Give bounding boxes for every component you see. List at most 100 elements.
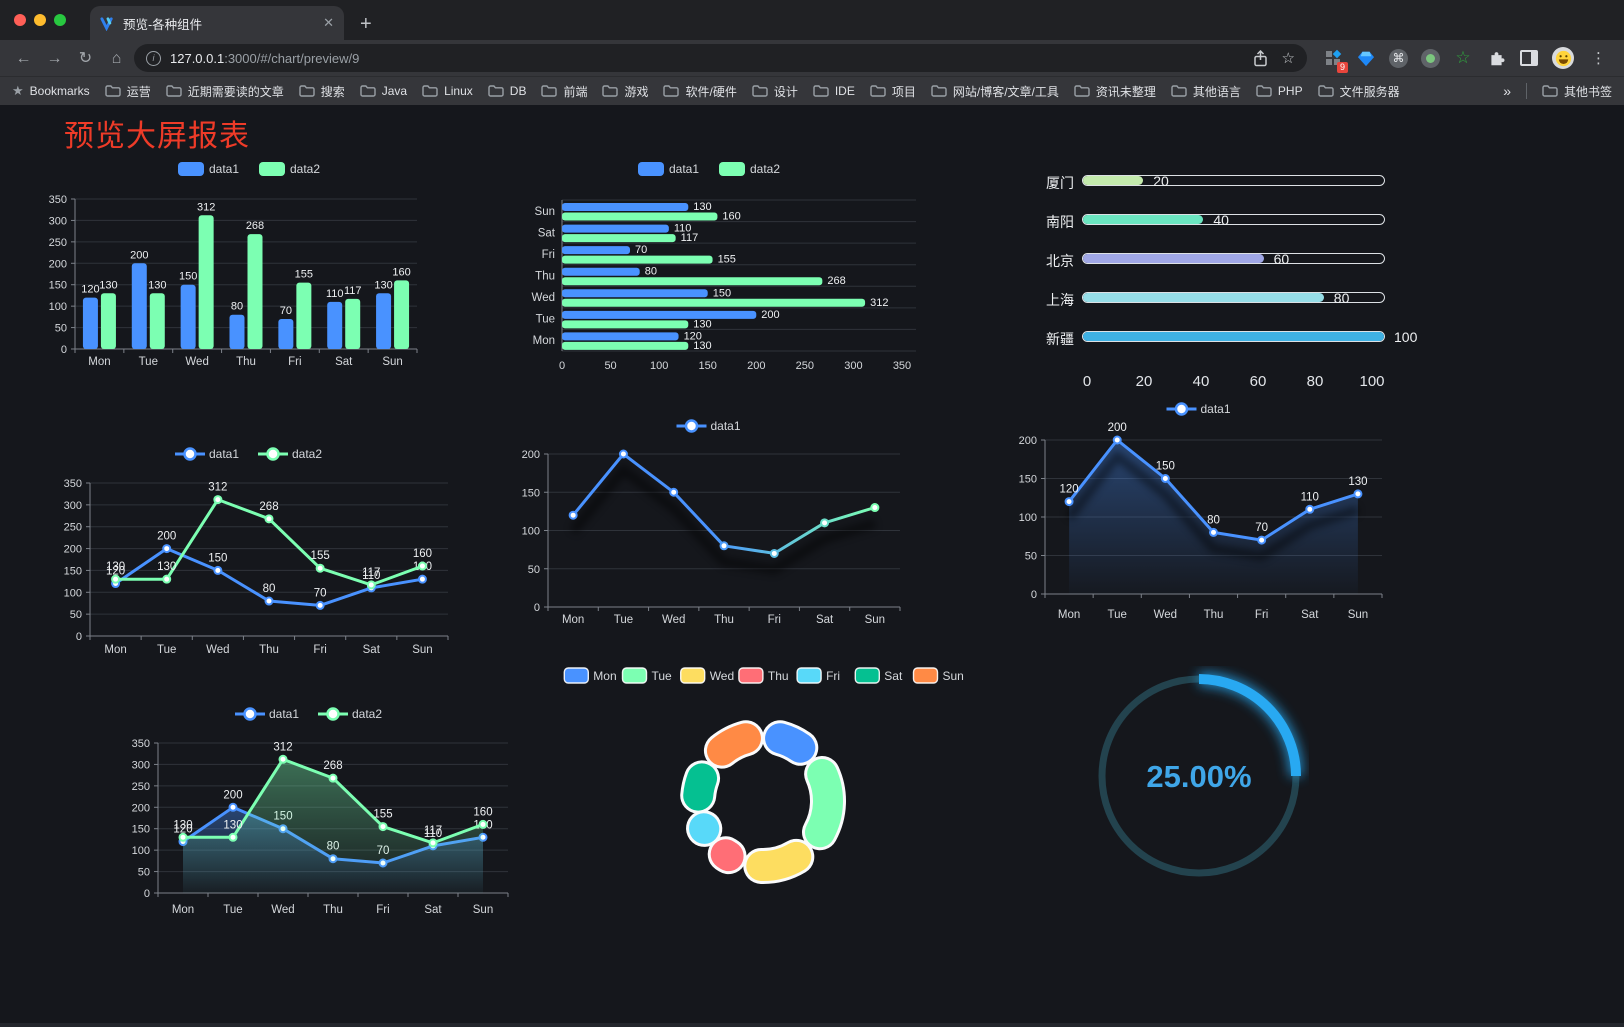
svg-text:Sat: Sat — [884, 669, 903, 683]
legend-item[interactable]: Wed — [679, 667, 734, 684]
svg-text:0: 0 — [534, 602, 540, 614]
svg-text:Thu: Thu — [236, 356, 256, 368]
bookmark-folder[interactable]: 软件/硬件 — [663, 83, 737, 100]
other-bookmarks-folder[interactable]: 其他书签 — [1542, 83, 1612, 100]
svg-text:130: 130 — [693, 201, 711, 213]
folder-icon — [541, 85, 558, 97]
legend-item[interactable]: data1 — [676, 419, 741, 433]
svg-text:Sun: Sun — [473, 904, 493, 916]
bookmark-folder[interactable]: 运营 — [104, 83, 151, 100]
bookmark-folder[interactable]: 游戏 — [602, 83, 648, 100]
legend-item[interactable]: Mon — [563, 667, 617, 684]
extension-gem-icon[interactable] — [1356, 48, 1376, 68]
bookmark-folder[interactable]: 文件服务器 — [1317, 83, 1400, 100]
minimize-window-button[interactable] — [34, 14, 46, 26]
svg-text:300: 300 — [844, 360, 862, 372]
browser-menu-icon[interactable]: ⋮ — [1591, 50, 1606, 67]
legend-item[interactable]: data2 — [318, 707, 382, 721]
legend-item[interactable]: data1 — [178, 162, 239, 176]
forward-icon[interactable]: → — [46, 49, 63, 67]
bookmark-folder[interactable]: 项目 — [870, 83, 916, 100]
svg-text:Fri: Fri — [768, 614, 781, 626]
legend-item[interactable]: Sun — [912, 667, 964, 684]
legend-item[interactable]: data1 — [638, 162, 699, 176]
bookmark-folder[interactable]: 资讯未整理 — [1074, 83, 1156, 100]
legend-item[interactable]: Tue — [621, 667, 673, 684]
site-info-icon[interactable]: i — [146, 50, 161, 66]
legend-item[interactable]: Thu — [738, 667, 789, 684]
home-icon[interactable]: ⌂ — [111, 49, 122, 67]
gauge-value: 25.00% — [1146, 759, 1251, 794]
side-panel-icon[interactable] — [1519, 48, 1539, 68]
svg-text:data1: data1 — [669, 162, 699, 176]
svg-text:Thu: Thu — [259, 644, 279, 656]
close-window-button[interactable] — [14, 14, 26, 26]
svg-text:117: 117 — [362, 567, 380, 579]
address-bar[interactable]: i 127.0.0.1:3000/#/chart/preview/9 ☆ — [134, 44, 1307, 72]
bookmarks-folder-root[interactable]: ★ Bookmarks — [12, 83, 90, 99]
tab-favicon — [100, 16, 113, 31]
bookmark-folder[interactable]: Java — [360, 84, 407, 98]
extension-star-icon[interactable]: ☆ — [1455, 48, 1471, 67]
legend-item[interactable]: data1 — [175, 447, 239, 461]
bookmark-folder[interactable]: 其他语言 — [1171, 83, 1241, 100]
legend-item[interactable]: Fri — [796, 667, 840, 684]
svg-text:Mon: Mon — [533, 335, 555, 347]
svg-text:data1: data1 — [209, 447, 239, 461]
page-title: 预览大屏报表 — [64, 120, 250, 153]
tab-close-icon[interactable]: ✕ — [323, 15, 334, 30]
svg-text:117: 117 — [344, 285, 362, 297]
svg-text:350: 350 — [49, 194, 67, 206]
maximize-window-button[interactable] — [54, 14, 66, 26]
svg-text:70: 70 — [280, 305, 292, 317]
new-tab-button[interactable]: + — [360, 13, 372, 35]
bookmark-folder[interactable]: DB — [488, 84, 526, 98]
progress-fill — [1083, 332, 1384, 341]
svg-text:Thu: Thu — [535, 271, 555, 283]
svg-text:70: 70 — [314, 587, 327, 599]
bookmark-folder[interactable]: IDE — [813, 84, 855, 98]
legend-item[interactable]: data1 — [1166, 402, 1231, 416]
extension-grid-icon[interactable]: 9 — [1323, 48, 1348, 73]
extension-command-icon[interactable]: ⌘ — [1389, 48, 1408, 68]
svg-text:data1: data1 — [269, 707, 299, 721]
svg-text:120: 120 — [173, 824, 192, 836]
svg-text:Mon: Mon — [88, 356, 110, 368]
svg-text:130: 130 — [374, 279, 392, 291]
progress-fill — [1083, 215, 1204, 224]
grid-extension-glyph — [1325, 49, 1341, 66]
progress-label: 南阳 — [1046, 214, 1074, 230]
bookmark-star-icon[interactable]: ☆ — [1281, 50, 1295, 67]
bookmarks-overflow-chevron[interactable]: » — [1503, 83, 1511, 99]
bookmark-folder[interactable]: 设计 — [752, 83, 798, 100]
bookmark-folder[interactable]: 近期需要读的文章 — [166, 83, 284, 100]
progress-label: 上海 — [1046, 292, 1074, 308]
extensions-puzzle-icon[interactable] — [1486, 48, 1506, 68]
svg-text:200: 200 — [761, 309, 779, 321]
svg-text:160: 160 — [413, 548, 432, 560]
browser-tab[interactable]: 预览-各种组件 ✕ — [90, 6, 344, 40]
share-icon[interactable] — [1253, 49, 1268, 67]
legend-item[interactable]: Sat — [854, 667, 903, 684]
legend-item[interactable]: data2 — [259, 162, 320, 176]
bookmark-folder[interactable]: PHP — [1256, 84, 1303, 98]
bookmark-folder-label: 设计 — [773, 84, 798, 99]
bookmark-folder[interactable]: 前端 — [541, 83, 587, 100]
back-icon[interactable]: ← — [15, 49, 32, 67]
bookmark-folder-label: 近期需要读的文章 — [187, 84, 284, 99]
extension-record-icon[interactable] — [1421, 48, 1440, 68]
legend-item[interactable]: data1 — [235, 707, 299, 721]
legend-item[interactable]: data2 — [258, 447, 322, 461]
svg-text:data2: data2 — [750, 162, 780, 176]
svg-text:312: 312 — [208, 482, 227, 494]
reload-icon[interactable]: ↻ — [78, 49, 93, 67]
bookmark-folder[interactable]: 网站/博客/文章/工具 — [931, 83, 1059, 100]
svg-text:100: 100 — [64, 587, 82, 599]
area-line-chart: 0 50 100 150 200 Mon Tue Wed Thu Fri Sat Sun 120 200 1… — [1000, 391, 1400, 631]
svg-text:312: 312 — [197, 201, 215, 213]
bookmark-folder[interactable]: 搜索 — [299, 83, 345, 100]
bookmark-folder[interactable]: Linux — [422, 84, 473, 98]
svg-text:130: 130 — [106, 561, 125, 573]
legend-item[interactable]: data2 — [719, 162, 780, 176]
profile-avatar[interactable] — [1552, 47, 1574, 69]
